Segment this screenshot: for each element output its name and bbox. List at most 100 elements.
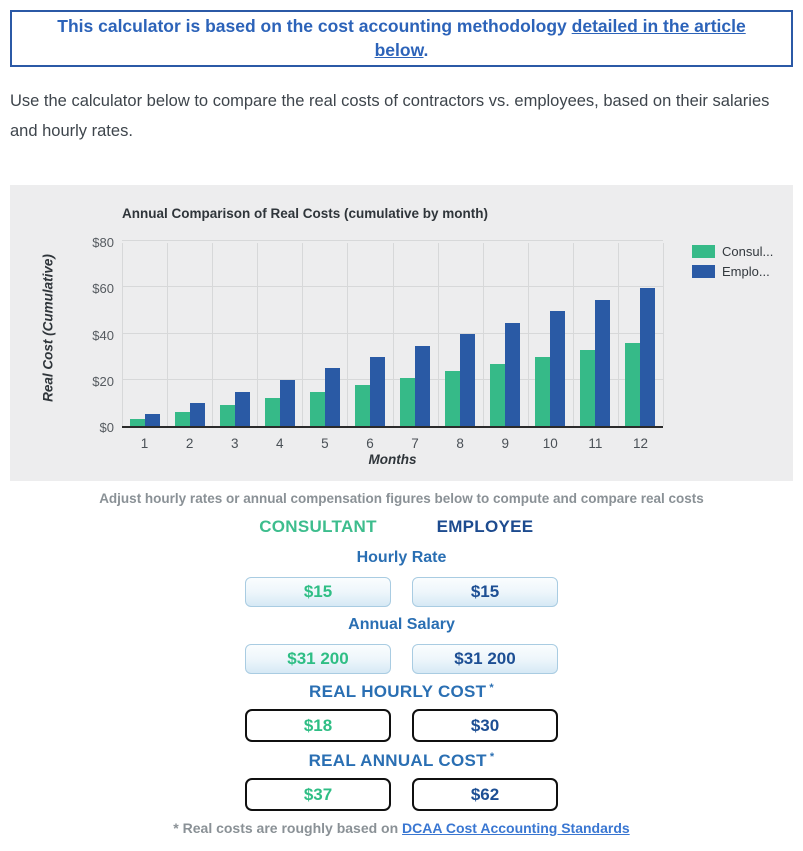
real-hourly-cost-row: $18 $30: [0, 709, 803, 742]
consultant-real-annual-cost-output: $37: [245, 778, 391, 811]
x-axis-tick-label: 8: [456, 436, 464, 451]
y-axis-tick-label: $0: [99, 420, 114, 435]
bar-consultant-month-11: [580, 350, 596, 426]
bar-employee-month-11: [595, 299, 611, 426]
y-axis-tick-label: $60: [92, 281, 114, 297]
legend-item-employee: Emplo...: [692, 264, 773, 279]
bar-employee-month-6: [369, 357, 385, 426]
real-hourly-cost-asterisk: *: [489, 682, 494, 694]
bar-employee-month-8: [460, 333, 476, 426]
dcaa-standards-link[interactable]: DCAA Cost Accounting Standards: [402, 820, 630, 836]
info-banner: This calculator is based on the cost acc…: [10, 10, 793, 67]
real-annual-cost-text: REAL ANNUAL COST: [308, 751, 487, 770]
chart-legend: Consul... Emplo...: [692, 244, 773, 284]
bar-employee-month-5: [324, 368, 340, 426]
x-axis-tick-label: 12: [632, 436, 648, 451]
gridline-vertical: [572, 243, 574, 426]
bar-consultant-month-7: [400, 377, 416, 426]
hourly-rate-row: [0, 577, 803, 607]
bar-consultant-month-4: [264, 398, 280, 426]
x-axis-tick-label: 2: [185, 436, 194, 451]
footnote-text: * Real costs are roughly based on: [173, 820, 403, 836]
gridline-horizontal: [122, 378, 663, 380]
bar-consultant-month-6: [354, 384, 370, 426]
gridline-vertical: [437, 243, 439, 426]
real-annual-cost-label: REAL ANNUAL COST *: [0, 751, 803, 771]
y-axis-tick-label: $80: [92, 235, 114, 250]
x-axis-tick-label: 7: [411, 436, 419, 451]
legend-label-consultant: Consul...: [722, 244, 774, 259]
chart-plot: [122, 240, 664, 428]
bar-consultant-month-5: [309, 391, 325, 426]
x-axis-tick-label: 4: [276, 436, 284, 451]
bar-employee-month-12: [640, 287, 656, 426]
column-headers-row: CONSULTANT EMPLOYEE: [0, 517, 803, 537]
banner-text-end: .: [423, 40, 429, 60]
x-axis-tick-label: 1: [140, 436, 149, 451]
employee-real-hourly-cost-output: $30: [412, 709, 558, 742]
bar-consultant-month-3: [219, 405, 235, 426]
gridline-vertical: [392, 243, 394, 426]
legend-label-employee: Emplo...: [722, 264, 770, 279]
consultant-column-header: CONSULTANT: [259, 517, 377, 536]
x-axis-tick-label: 9: [501, 436, 509, 451]
consultant-real-hourly-cost-output: $18: [245, 709, 391, 742]
bar-employee-month-4: [279, 379, 295, 426]
bar-consultant-month-10: [535, 357, 551, 426]
gridline-vertical: [302, 243, 304, 426]
x-axis-tick-label: 10: [542, 436, 558, 451]
annual-salary-label: Annual Salary: [348, 616, 455, 633]
gridline-horizontal: [122, 332, 663, 334]
employee-column-header: EMPLOYEE: [436, 517, 534, 536]
consultant-annual-salary-input[interactable]: [245, 644, 391, 674]
gridline-vertical: [663, 243, 664, 426]
bar-consultant-month-9: [490, 364, 506, 426]
bar-employee-month-7: [415, 345, 431, 426]
legend-item-consultant: Consul...: [692, 244, 773, 259]
consultant-hourly-rate-input[interactable]: [245, 577, 391, 607]
gridline-vertical: [167, 243, 169, 426]
employee-color-swatch: [692, 265, 715, 278]
bar-consultant-month-8: [445, 370, 461, 426]
gridline-vertical: [527, 243, 529, 426]
real-annual-cost-row: $37 $62: [0, 778, 803, 811]
bar-consultant-month-1: [129, 419, 145, 426]
x-axis-tick-label: 3: [230, 436, 239, 451]
real-annual-cost-asterisk: *: [489, 751, 495, 763]
hourly-rate-label: Hourly Rate: [356, 549, 447, 566]
bar-employee-month-1: [144, 414, 160, 426]
bar-employee-month-9: [505, 322, 521, 426]
gridline-vertical: [617, 243, 619, 426]
article-link[interactable]: detailed in the article below: [374, 16, 746, 60]
gridline-vertical: [212, 243, 214, 426]
calculator-instructions: Adjust hourly rates or annual compensati…: [99, 491, 704, 506]
bar-employee-month-10: [550, 311, 566, 426]
x-axis-title: Months: [368, 452, 417, 467]
real-hourly-cost-label: REAL HOURLY COST *: [0, 682, 803, 702]
employee-annual-salary-input[interactable]: [412, 644, 558, 674]
real-hourly-cost-text: REAL HOURLY COST: [309, 682, 487, 701]
cost-chart: Annual Comparison of Real Costs (cumulat…: [10, 185, 793, 481]
bar-consultant-month-12: [625, 343, 641, 426]
bar-employee-month-2: [189, 403, 205, 426]
gridline-vertical: [347, 243, 349, 426]
y-axis-tick-label: $20: [92, 373, 114, 389]
x-axis-tick-label: 6: [366, 436, 374, 451]
x-axis-tick-label: 11: [588, 436, 603, 451]
footnote: * Real costs are roughly based on DCAA C…: [0, 820, 803, 836]
gridline-horizontal: [122, 240, 663, 241]
banner-text: This calculator is based on the cost acc…: [57, 16, 572, 36]
bar-consultant-month-2: [174, 412, 190, 426]
x-axis-tick-label: 5: [321, 436, 329, 451]
employee-hourly-rate-input[interactable]: [412, 577, 558, 607]
y-axis-tick-label: $40: [92, 327, 114, 343]
consultant-color-swatch: [692, 245, 715, 258]
bar-employee-month-3: [234, 391, 250, 426]
gridline-horizontal: [122, 286, 663, 288]
gridline-vertical: [257, 243, 259, 426]
chart-title: Annual Comparison of Real Costs (cumulat…: [122, 206, 489, 221]
gridline-vertical: [482, 243, 484, 426]
intro-text: Use the calculator below to compare the …: [10, 92, 770, 140]
annual-salary-row: [0, 644, 803, 674]
